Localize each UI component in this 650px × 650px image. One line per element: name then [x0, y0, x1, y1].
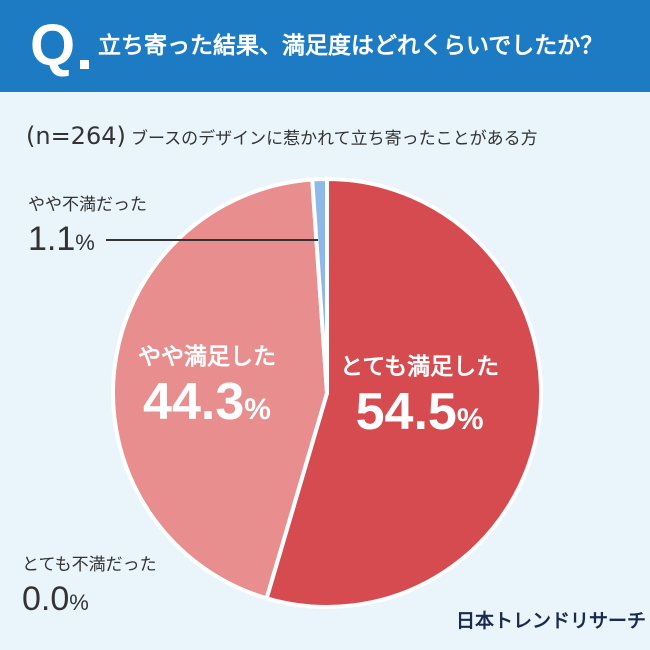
slice-very-satisfied [264, 177, 543, 609]
slice-name-somewhat-satisfied: やや満足した [138, 344, 276, 370]
chart-subtitle: (n=264) ブースのデザインに惹かれて立ち寄ったことがある方 [26, 116, 538, 159]
slice-percent-very-satisfied: 54.5% [355, 383, 484, 441]
slice-somewhat-dissatisfied [310, 177, 329, 395]
q-dot [80, 60, 89, 69]
slice-label-very-satisfied: とても満足した 54.5% [340, 352, 499, 450]
slice-label-very-dissatisfied: とても不満だった 0.0% [22, 553, 157, 625]
slice-percent-somewhat-satisfied: 44.3% [143, 373, 271, 431]
slice-label-somewhat-satisfied: やや満足した 44.3% [138, 342, 276, 440]
question-header: Q 立ち寄った結果、満足度はどれくらいでしたか？ [0, 0, 650, 92]
slice-label-somewhat-dissatisfied: やや不満だった 1.1% [28, 193, 147, 265]
slice-name-very-satisfied: とても満足した [340, 354, 500, 380]
slice-percent-very-dissatisfied: 0.0% [22, 580, 89, 618]
slice-name-somewhat-dissatisfied: やや不満だった [28, 195, 147, 215]
slice-percent-somewhat-dissatisfied: 1.1% [28, 220, 95, 258]
leader-line [106, 239, 318, 241]
slice-name-very-dissatisfied: とても不満だった [22, 555, 157, 575]
respondent-description: ブースのデザインに惹かれて立ち寄ったことがある方 [130, 129, 538, 149]
q-mark: Q [30, 13, 76, 78]
brand-logo: 日本トレンドリサーチ [456, 610, 647, 632]
slice-somewhat-satisfied [111, 177, 329, 601]
question-title: 立ち寄った結果、満足度はどれくらいでしたか？ [98, 33, 604, 59]
sample-size: (n=264) [26, 122, 126, 150]
